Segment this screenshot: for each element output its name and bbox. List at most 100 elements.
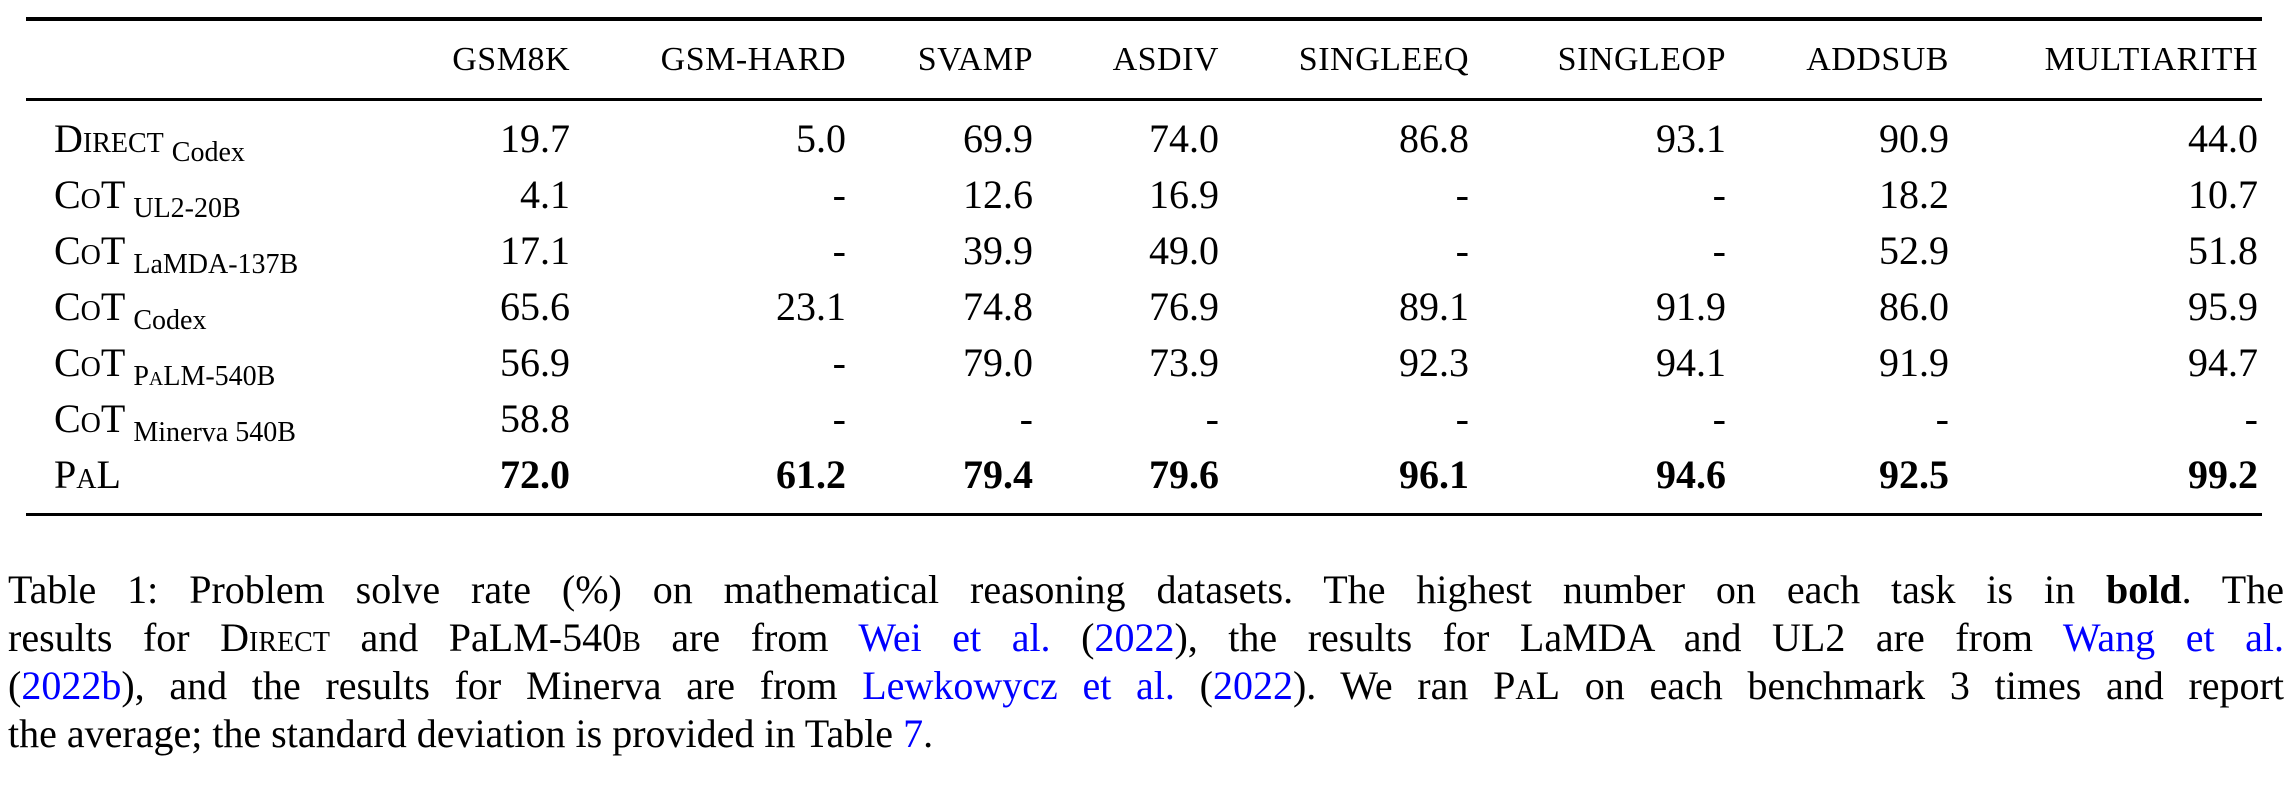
caption-text: ( [8,663,22,708]
cell-singleeq: 89.1 [1399,284,1469,329]
header-svamp: SVAMP [917,40,1033,78]
cell-singleop: - [1712,228,1726,273]
citation-link-wang-year[interactable]: 2022b [21,663,122,708]
method-name: CoT [54,396,126,441]
cell-asdiv: - [1205,396,1219,441]
caption-text: are from [640,615,859,660]
model-name: PaLM-540B [133,361,276,392]
cell-addsub: 52.9 [1879,228,1949,273]
cell-gsm-hard: - [832,228,846,273]
cell-gsm8k: 72.0 [500,452,570,497]
cell-addsub: 86.0 [1879,284,1949,329]
cell-gsm-hard: - [832,396,846,441]
cell-multiarith: - [2244,396,2258,441]
model-name: Codex [133,305,207,336]
cell-addsub: 92.5 [1879,452,1949,497]
method-name: CoT [54,340,126,385]
row-label: CoT Minerva 540B [26,396,344,447]
cell-asdiv: 16.9 [1149,172,1219,217]
cell-asdiv: 79.6 [1149,452,1219,497]
citation-link-lewkowycz-year[interactable]: 2022 [1212,663,1293,708]
table-header-row: GSM8K GSM-HARD SVAMP ASDIV SINGLEEQ SING… [26,21,2262,98]
model-name: Minerva 540B [133,417,296,448]
table-header-rule [26,98,2262,101]
cell-asdiv: 73.9 [1149,340,1219,385]
table-row-cot-ul2: CoT UL2-20B 4.1 - 12.6 16.9 - - 18.2 10.7 [26,167,2262,223]
cell-gsm-hard: 61.2 [776,452,846,497]
cell-singleeq: - [1455,228,1469,273]
caption-text: ). We ran [1292,663,1494,708]
caption-text: . The [2181,567,2284,612]
cell-singleop: 94.6 [1656,452,1726,497]
citation-link-wei-year[interactable]: 2022 [1094,615,1175,660]
cell-asdiv: 74.0 [1149,116,1219,161]
cell-multiarith: 99.2 [2188,452,2258,497]
cell-singleop: - [1712,396,1726,441]
table-body: Direct Codex 19.7 5.0 69.9 74.0 86.8 93.1… [26,101,2262,513]
row-label: CoT PaLM-540B [26,340,344,391]
cell-multiarith: 94.7 [2188,340,2258,385]
table-row-cot-palm: CoT PaLM-540B 56.9 - 79.0 73.9 92.3 94.1 … [26,335,2262,391]
citation-link-wang[interactable]: Wang et al. [2062,615,2285,660]
model-name: Codex [171,137,245,168]
row-label: Direct Codex [26,116,344,167]
caption-line-2: results for Direct and PaLM-540b are fro… [8,614,2284,662]
model-name: UL2-20B [133,193,241,224]
citation-link-wei[interactable]: Wei et al. [858,615,1051,660]
method-name: CoT [54,284,126,329]
row-label: PaL [26,455,344,495]
header-gsm8k: GSM8K [452,40,570,78]
caption-text: results for [8,615,221,660]
caption-text: ( [1174,663,1213,708]
cell-addsub: - [1935,396,1949,441]
cell-svamp: - [1019,396,1033,441]
header-gsm-hard: GSM-HARD [660,40,846,78]
table-caption: Table 1: Problem solve rate (%) on mathe… [8,566,2284,758]
header-addsub: ADDSUB [1806,40,1949,78]
pal-smallcaps: PaL [1493,663,1561,708]
method-name: CoT [54,228,126,273]
caption-line-3: (2022b), and the results for Minerva are… [8,662,2284,710]
caption-text: Table 1: Problem solve rate (%) on mathe… [8,567,2106,612]
cell-addsub: 90.9 [1879,116,1949,161]
cell-gsm8k: 19.7 [500,116,570,161]
cell-svamp: 69.9 [963,116,1033,161]
caption-text: ), the results for LaMDA and UL2 are fro… [1174,615,2063,660]
cell-singleeq: 96.1 [1399,452,1469,497]
cell-gsm-hard: 5.0 [796,116,846,161]
cell-multiarith: 95.9 [2188,284,2258,329]
row-label: CoT UL2-20B [26,175,344,223]
cell-svamp: 79.0 [963,340,1033,385]
table-top-rule [26,17,2262,21]
cell-svamp: 39.9 [963,228,1033,273]
header-singleop: SINGLEOP [1557,40,1726,78]
caption-smallcaps-b: b [622,615,641,660]
method-name: Direct [54,116,164,161]
cell-addsub: 91.9 [1879,340,1949,385]
method-name: PaL [54,452,121,497]
header-multiarith: MULTIARITH [2044,40,2258,78]
cell-singleop: 93.1 [1656,116,1726,161]
cell-svamp: 79.4 [963,452,1033,497]
table-ref-link[interactable]: 7 [903,711,924,756]
cell-addsub: 18.2 [1879,172,1949,217]
cell-gsm-hard: 23.1 [776,284,846,329]
cell-singleeq: 92.3 [1399,340,1469,385]
cell-singleop: 94.1 [1656,340,1726,385]
row-label: CoT LaMDA-137B [26,228,344,279]
caption-line-1: Table 1: Problem solve rate (%) on mathe… [8,566,2284,614]
cell-multiarith: 10.7 [2188,172,2258,217]
cell-gsm8k: 4.1 [520,172,570,217]
header-singleeq: SINGLEEQ [1298,40,1469,78]
caption-line-4: the average; the standard deviation is p… [8,710,2284,758]
cell-asdiv: 49.0 [1149,228,1219,273]
cell-gsm8k: 58.8 [500,396,570,441]
citation-link-lewkowycz[interactable]: Lewkowycz et al. [862,663,1175,708]
cell-gsm8k: 17.1 [500,228,570,273]
cell-svamp: 74.8 [963,284,1033,329]
caption-bold-word: bold [2106,567,2182,612]
cell-asdiv: 76.9 [1149,284,1219,329]
cell-multiarith: 44.0 [2188,116,2258,161]
table-row-pal: PaL 72.0 61.2 79.4 79.6 96.1 94.6 92.5 9… [26,447,2262,503]
direct-smallcaps: Direct [220,615,330,660]
